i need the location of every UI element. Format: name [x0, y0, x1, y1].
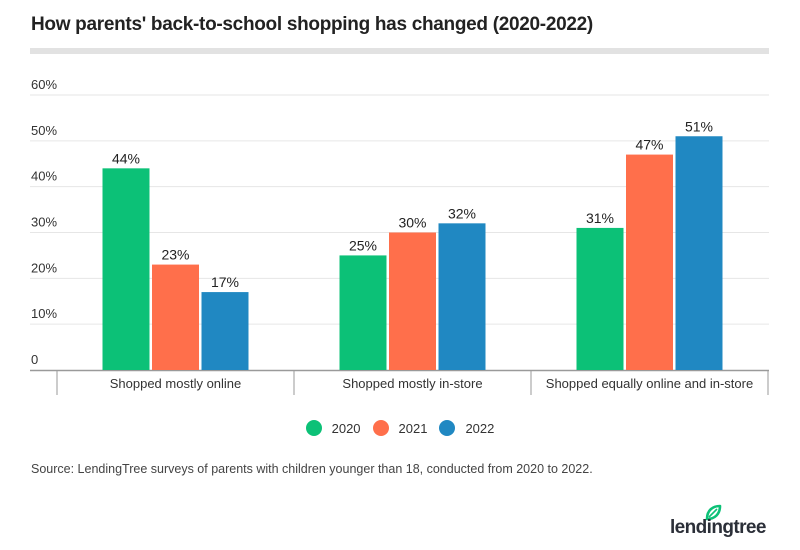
data-label: 47%: [635, 137, 663, 153]
lendingtree-logo: lendingtree: [670, 504, 766, 538]
data-label: 51%: [685, 118, 713, 134]
bar-2021-3: [626, 154, 673, 370]
data-label: 23%: [161, 247, 189, 263]
y-tick-label: 40%: [31, 169, 57, 184]
legend-label-2021: 2021: [398, 420, 428, 436]
data-label: 31%: [586, 210, 614, 226]
y-tick-label: 60%: [31, 77, 57, 92]
legend-label-2020: 2020: [331, 420, 361, 436]
legend-item-2022[interactable]: 2022: [439, 420, 494, 436]
x-category-label: Shopped mostly online: [110, 376, 242, 391]
source-note: Source: LendingTree surveys of parents w…: [31, 462, 593, 476]
data-label: 25%: [349, 237, 377, 253]
y-tick-label: 20%: [31, 260, 57, 275]
legend-item-2020[interactable]: 2020: [305, 420, 361, 436]
y-tick-label: 50%: [31, 123, 57, 138]
title-divider: [30, 48, 769, 54]
data-label: 17%: [211, 274, 239, 290]
y-tick-label: 30%: [31, 215, 57, 230]
legend-item-2021[interactable]: 2021: [372, 420, 428, 436]
legend-swatch-2021: [372, 420, 389, 436]
legend-label-2022: 2022: [465, 420, 495, 436]
data-label: 32%: [448, 205, 476, 221]
logo-wordmark: lendingtree: [670, 517, 766, 538]
legend: 2020 2021 2022: [0, 420, 800, 436]
bar-2022-1: [201, 292, 249, 370]
data-label: 30%: [398, 215, 426, 231]
leaf-icon: [705, 504, 722, 521]
bar-2020-3: [576, 227, 624, 370]
bar-2021-2: [389, 232, 436, 370]
legend-swatch-2022: [439, 420, 456, 436]
bar-2022-2: [438, 223, 486, 370]
bar-2022-3: [675, 136, 723, 370]
bar-2020-2: [339, 255, 387, 370]
chart-title: How parents' back-to-school shopping has…: [31, 14, 593, 35]
y-tick-label: 10%: [31, 306, 57, 321]
bar-2020-1: [102, 168, 150, 370]
bar-chart: 0 10% 20% 30% 40% 50% 60% 44% 23% 17% Shopped most…: [30, 77, 769, 395]
bar-2021-1: [152, 264, 199, 370]
x-category-label: Shopped mostly in-store: [342, 376, 482, 391]
x-category-label: Shopped equally online and in-store: [546, 376, 753, 391]
data-label: 44%: [112, 150, 140, 166]
y-tick-label: 0: [31, 352, 38, 367]
legend-swatch-2020: [305, 420, 322, 436]
